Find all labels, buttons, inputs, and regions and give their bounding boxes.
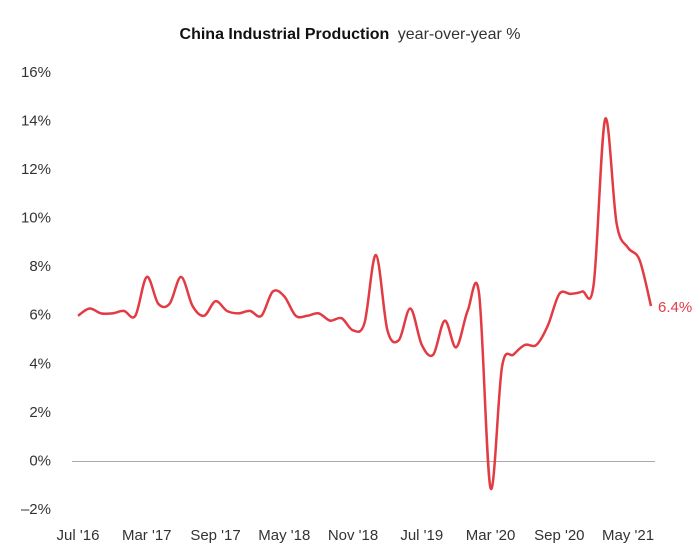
y-tick-label: 14% (21, 113, 51, 130)
y-tick-label: 10% (21, 210, 51, 227)
x-tick-label: May '21 (602, 527, 654, 544)
x-tick-label: Mar '17 (122, 527, 172, 544)
y-tick-label: 4% (29, 355, 51, 372)
x-tick-label: Jul '16 (57, 527, 100, 544)
x-tick-label: Jul '19 (400, 527, 443, 544)
chart-heading: China Industrial Production year-over-ye… (180, 26, 521, 43)
y-tick-label: 8% (29, 258, 51, 275)
x-tick-label: Nov '18 (328, 527, 378, 544)
x-tick-label: Mar '20 (466, 527, 516, 544)
x-tick-label: Sep '20 (534, 527, 584, 544)
y-tick-label: 0% (29, 452, 51, 469)
y-tick-label: 12% (21, 161, 51, 178)
value-label: 6.4% (658, 299, 692, 316)
x-tick-label: May '18 (258, 527, 310, 544)
y-tick-label: 6% (29, 307, 51, 324)
y-tick-label: –2% (21, 501, 51, 518)
chart-title: China Industrial Production (180, 26, 390, 43)
y-tick-label: 16% (21, 64, 51, 81)
y-tick-label: 2% (29, 404, 51, 421)
data-line (77, 117, 653, 491)
chart-subtitle: year-over-year % (398, 26, 521, 43)
x-tick-label: Sep '17 (190, 527, 240, 544)
